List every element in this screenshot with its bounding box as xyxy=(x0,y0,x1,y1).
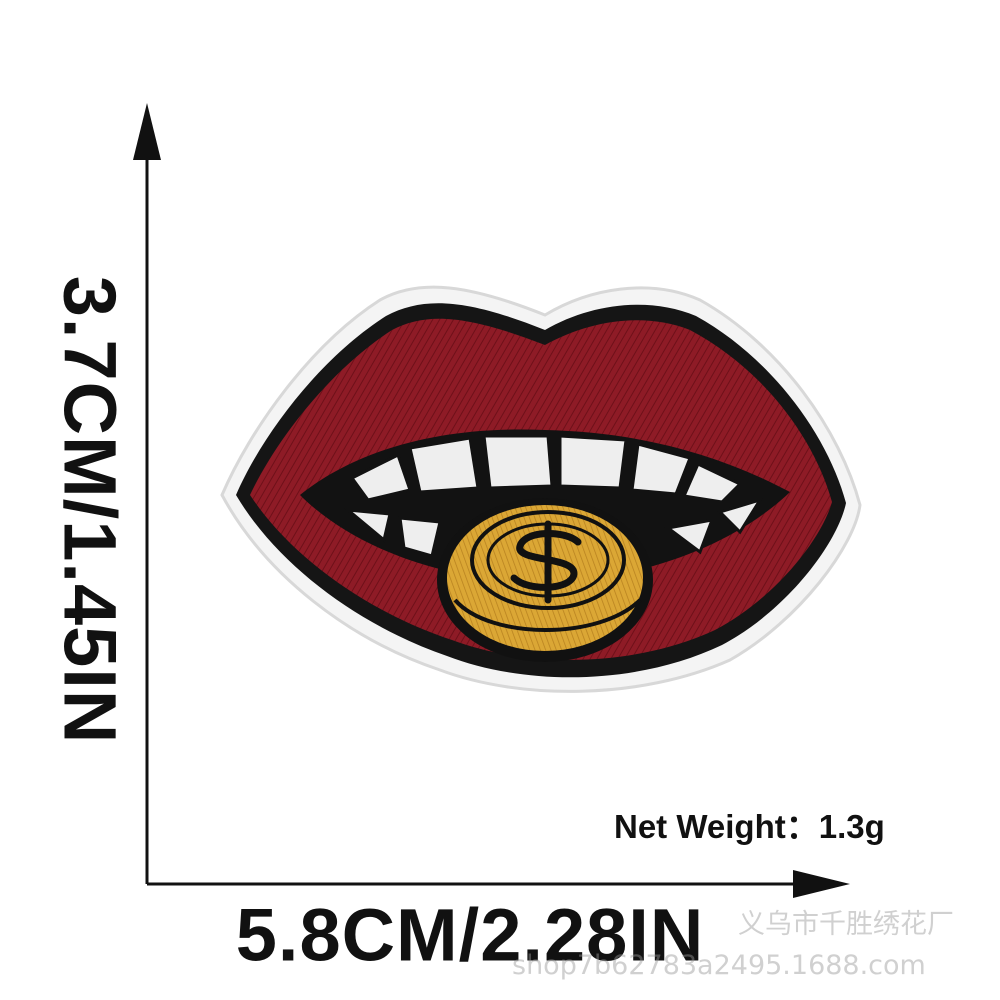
upper-teeth xyxy=(349,434,743,504)
net-weight-label: Net Weight：1.3g xyxy=(614,808,885,845)
arrow-right-icon xyxy=(793,870,850,898)
watermark-shop-name: 义乌市千胜绣花厂 xyxy=(738,909,954,940)
width-dimension-label: 5.8CM/2.28IN xyxy=(235,893,705,977)
watermark-url: shop7b62783a2495.1688.com xyxy=(512,950,926,981)
coin xyxy=(437,498,653,662)
dollar-sign-icon xyxy=(510,520,582,604)
height-dimension-label: 3.7CM/1.45IN xyxy=(48,275,132,745)
arrow-up-icon xyxy=(133,103,161,160)
lower-teeth xyxy=(343,497,764,558)
